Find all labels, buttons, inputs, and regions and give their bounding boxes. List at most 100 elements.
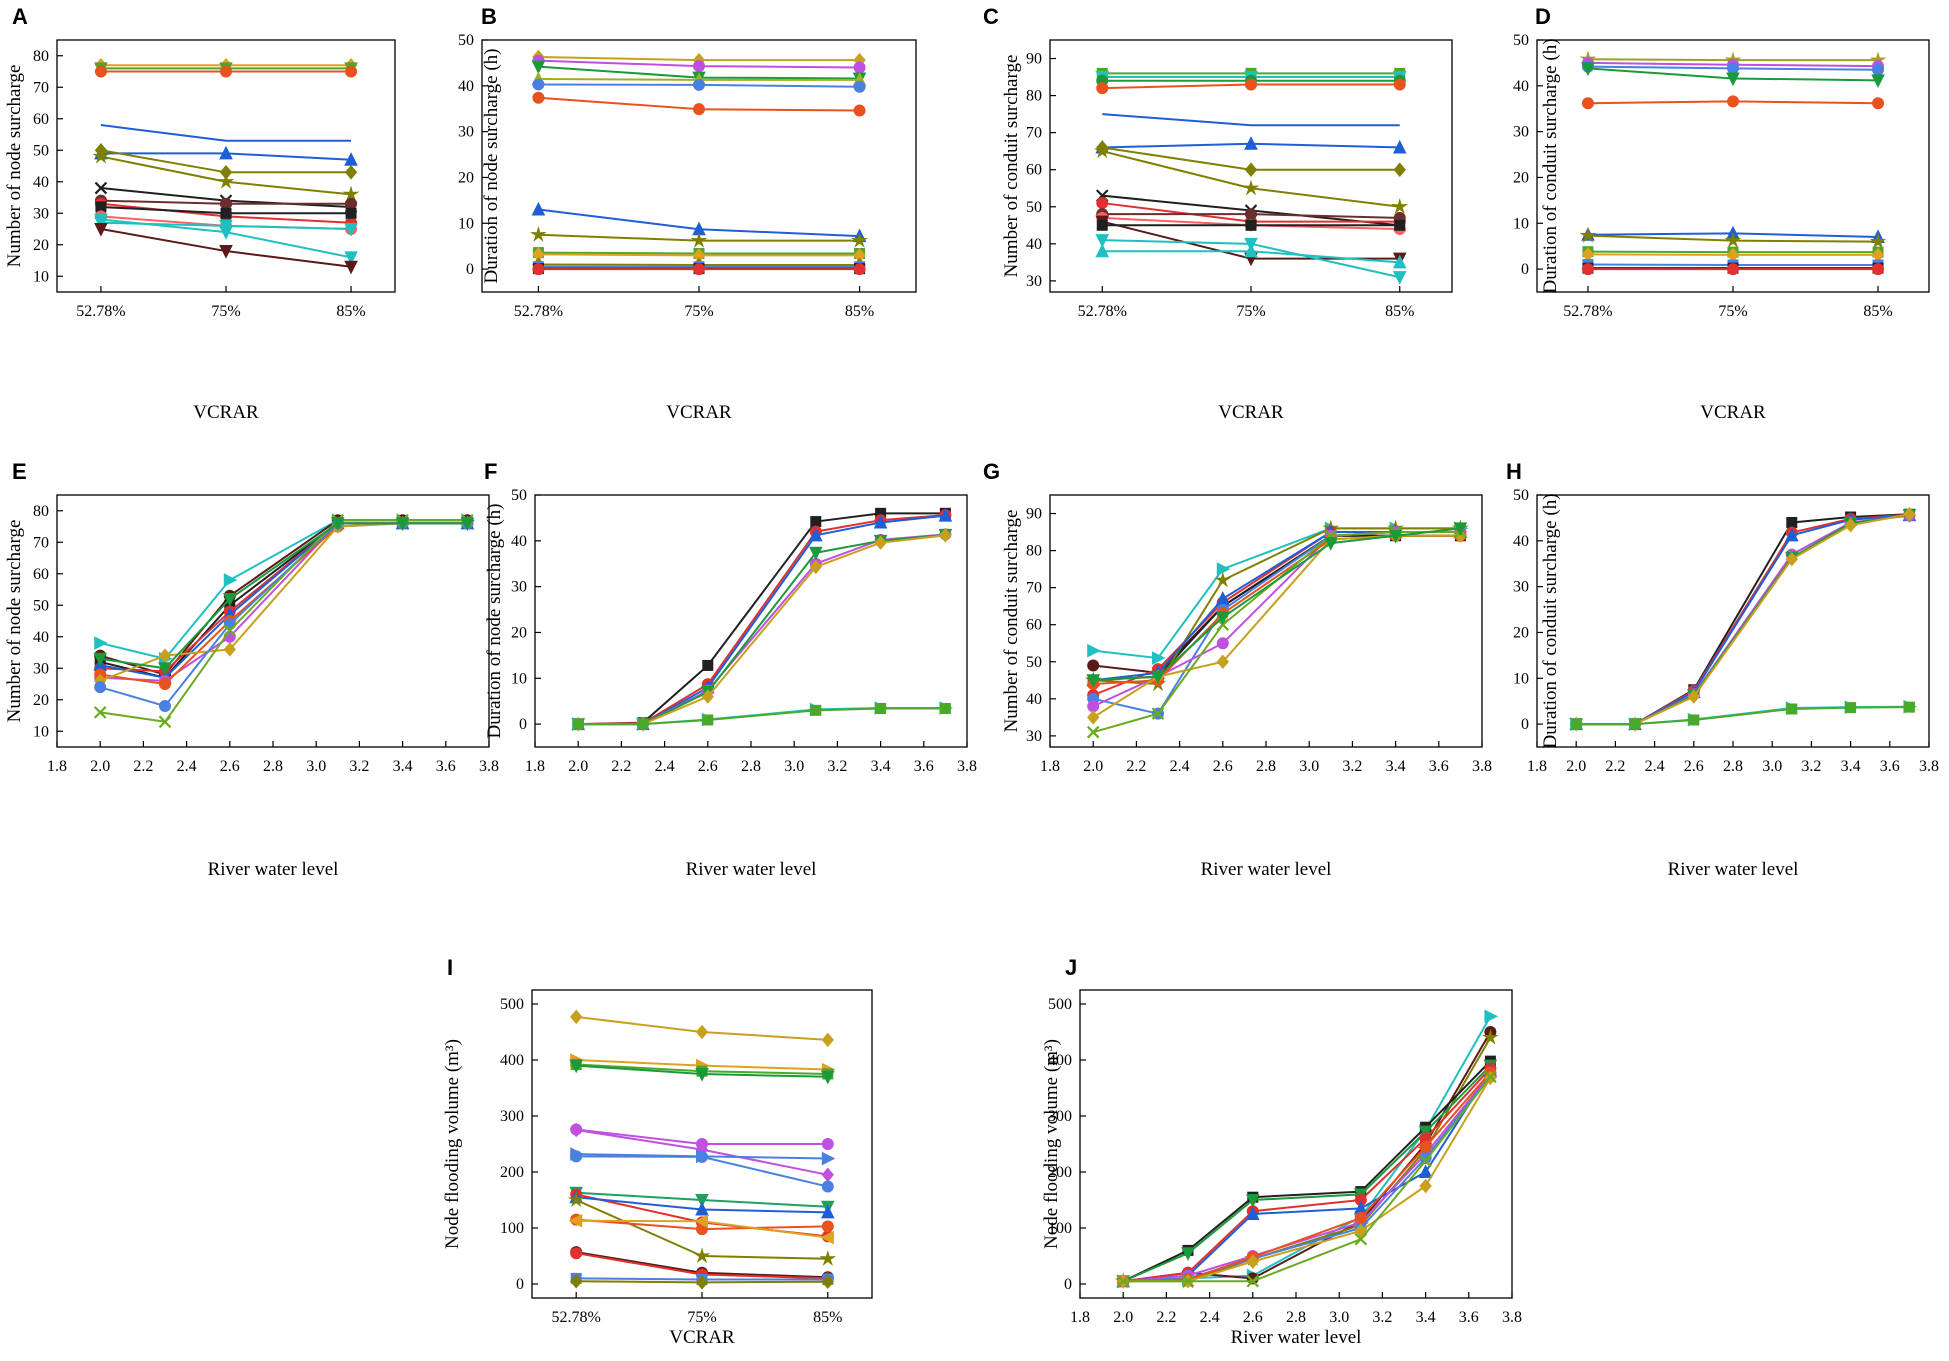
- data-point: [567, 1191, 585, 1208]
- data-point: [701, 689, 714, 704]
- data-point: [1388, 529, 1403, 544]
- x-tick-label: 2.8: [263, 758, 283, 775]
- y-tick-label: 60: [33, 111, 49, 128]
- y-tick-label: 100: [1048, 1220, 1072, 1237]
- y-tick-label: 50: [458, 32, 474, 49]
- data-point: [1354, 1223, 1367, 1239]
- y-axis-title: Number of conduit surcharge: [1001, 510, 1022, 733]
- y-tick-label: 80: [1026, 543, 1042, 560]
- series-line: [1123, 1073, 1492, 1283]
- data-point: [1903, 701, 1915, 713]
- series-line: [1123, 1067, 1492, 1283]
- y-tick-label: 50: [1513, 487, 1529, 504]
- y-axis-title: Node flooding volume (m³): [442, 1039, 463, 1249]
- x-tick-label: 52.78%: [514, 303, 563, 320]
- panel-letter: B: [481, 4, 497, 29]
- data-point: [1244, 162, 1258, 177]
- data-point: [875, 703, 887, 715]
- data-point: [220, 207, 232, 219]
- data-point: [1484, 1070, 1497, 1084]
- series-b-14: [532, 263, 866, 276]
- data-point: [159, 700, 171, 713]
- data-point: [1116, 1274, 1130, 1288]
- data-point: [344, 223, 358, 237]
- x-tick-label: 3.0: [1329, 1309, 1349, 1326]
- y-tick-label: 0: [519, 716, 527, 733]
- x-tick-label: 2.4: [177, 758, 197, 775]
- y-tick-label: 50: [33, 597, 49, 614]
- series-a-14: [94, 213, 358, 265]
- series-line: [1576, 706, 1910, 726]
- data-point: [1086, 725, 1100, 739]
- data-point: [570, 1150, 583, 1163]
- data-point: [570, 1273, 583, 1289]
- x-tick-label: 2.8: [1286, 1309, 1306, 1326]
- x-tick-label: 85%: [813, 1309, 842, 1326]
- data-point: [820, 1070, 835, 1085]
- series-i-1: [570, 1009, 834, 1048]
- chart-panel-b: B 0 10 20 30 40 50 52.78% 75% 85% VCRAR Duration of…: [458, 4, 917, 423]
- data-point: [158, 648, 172, 663]
- x-tick-label: 2.0: [1083, 758, 1103, 775]
- series-a-7: [92, 147, 360, 202]
- panel-letter: F: [484, 459, 497, 484]
- y-tick-label: 40: [1513, 78, 1529, 95]
- series-line: [100, 519, 468, 723]
- data-point: [1392, 139, 1407, 154]
- x-tick-label: 3.6: [436, 758, 456, 775]
- series-i-14: [568, 1213, 834, 1245]
- data-point: [1246, 1274, 1260, 1288]
- series-i-18: [570, 1273, 834, 1290]
- x-tick-label: 2.0: [1566, 758, 1586, 775]
- data-point: [217, 172, 235, 189]
- data-point: [1844, 517, 1857, 533]
- data-point: [1391, 197, 1409, 214]
- y-tick-label: 30: [1026, 273, 1042, 290]
- x-tick-label: 3.8: [1919, 758, 1939, 775]
- y-tick-label: 70: [33, 79, 49, 96]
- data-point: [1727, 263, 1739, 276]
- series-c-14: [1096, 219, 1406, 231]
- data-point: [874, 535, 887, 550]
- x-axis-title: VCRAR: [666, 402, 732, 423]
- data-point: [810, 516, 822, 528]
- y-tick-label: 20: [33, 237, 49, 254]
- x-tick-label: 2.4: [655, 758, 675, 775]
- x-tick-label: 75%: [1718, 303, 1747, 320]
- panel-letter: G: [983, 459, 1000, 484]
- series-b-6: [532, 91, 866, 117]
- y-tick-label: 60: [33, 566, 49, 583]
- x-tick-label: 2.4: [1645, 758, 1665, 775]
- x-tick-label: 2.2: [1126, 758, 1146, 775]
- data-point: [1245, 219, 1257, 231]
- data-point: [1869, 232, 1887, 249]
- chart-panel-j: J 0 100 200 300 400 500 1.8 2.0 2.2 2.4 2.6 2.8 3.0 3.…: [1041, 955, 1522, 1348]
- x-axis-title: VCRAR: [669, 1327, 735, 1348]
- data-point: [345, 207, 357, 219]
- x-tick-label: 3.0: [1299, 758, 1319, 775]
- y-axis-title: Number of node surcharge: [4, 65, 25, 268]
- data-point: [820, 1204, 835, 1219]
- x-axis-title: River water level: [1231, 1327, 1362, 1348]
- x-tick-label: 1.8: [1527, 758, 1547, 775]
- y-tick-label: 0: [1064, 1276, 1072, 1293]
- panel-letter: C: [983, 4, 999, 29]
- y-tick-label: 400: [500, 1052, 524, 1069]
- series-i-12: [567, 1191, 837, 1266]
- data-point: [1214, 571, 1232, 588]
- data-point: [93, 652, 108, 667]
- data-point: [1419, 1140, 1432, 1153]
- data-point: [702, 659, 714, 671]
- data-point: [1785, 551, 1798, 567]
- y-axis-title: Duration of node surcharge (h): [484, 504, 505, 739]
- data-point: [1242, 179, 1260, 196]
- x-tick-label: 1.8: [1070, 1309, 1090, 1326]
- data-point: [1151, 707, 1165, 720]
- data-point: [1482, 1028, 1499, 1045]
- x-axis-title: River water level: [1201, 859, 1332, 880]
- data-point: [532, 91, 545, 104]
- x-tick-label: 85%: [1863, 303, 1892, 320]
- data-point: [1786, 703, 1798, 715]
- x-tick-label: 85%: [336, 303, 365, 320]
